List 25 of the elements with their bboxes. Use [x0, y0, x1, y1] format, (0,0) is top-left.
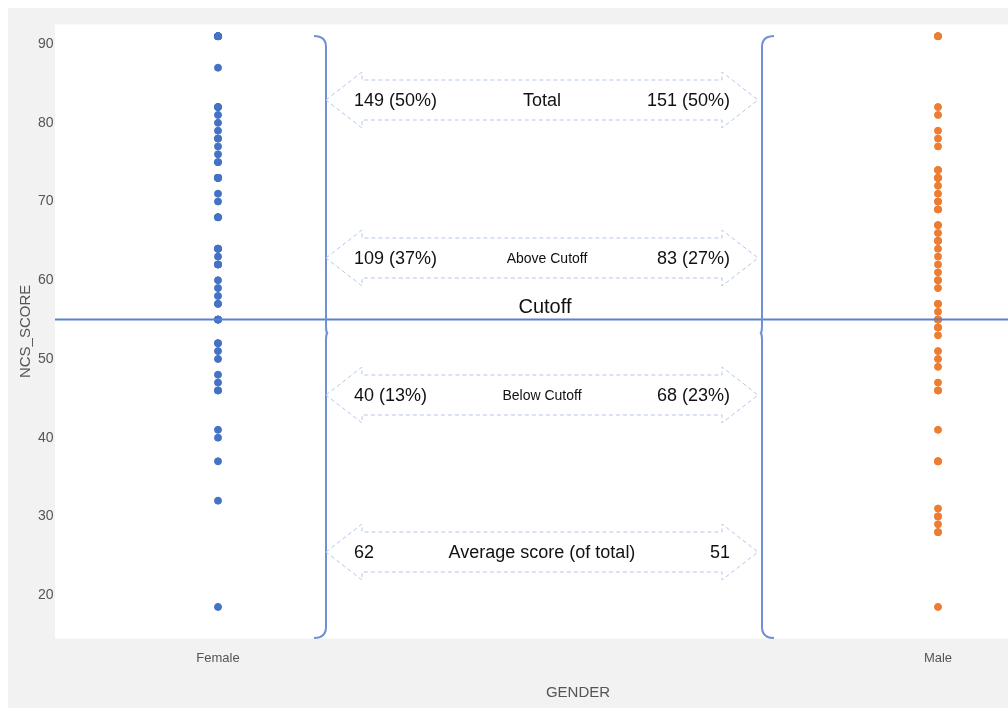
y-tick-label: 20	[38, 585, 54, 602]
y-tick-label: 70	[38, 192, 54, 209]
x-tick-label: Female	[196, 649, 240, 665]
ref-line-label: Cutoff	[518, 295, 572, 318]
annotation: 151 (50%)	[646, 89, 730, 111]
annotation: Total	[522, 89, 562, 111]
annotation: Below Cutoff	[502, 387, 582, 403]
y-tick-label: 30	[38, 507, 54, 524]
annotation: 83 (27%)	[656, 247, 730, 269]
y-tick-label: 90	[38, 34, 54, 51]
annotation: Above Cutoff	[506, 250, 588, 266]
y-tick-label: 80	[38, 113, 54, 130]
annotation: 109 (37%)	[354, 247, 438, 269]
y-tick-label: 60	[38, 271, 54, 288]
annotation: 149 (50%)	[354, 89, 438, 111]
y-axis-title: NCS_SCORE	[16, 284, 34, 379]
x-tick-label: Male	[923, 649, 953, 665]
annotation: 51	[709, 541, 730, 563]
annotation: Average score (of total)	[448, 541, 636, 563]
annotation: 68 (23%)	[656, 384, 730, 406]
y-tick-label: 50	[38, 349, 54, 366]
x-axis-title: GENDER	[545, 683, 611, 701]
annotation: 40 (13%)	[354, 384, 428, 406]
y-tick-label: 40	[38, 428, 54, 445]
annotation: 62	[354, 541, 375, 563]
